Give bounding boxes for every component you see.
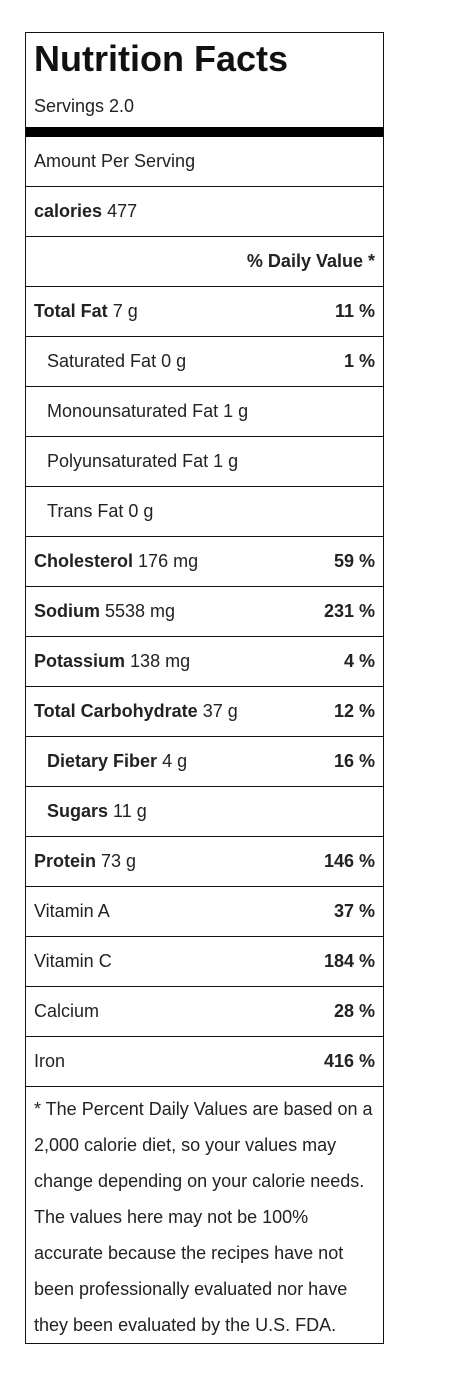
- nutrient-amount: 138 mg: [130, 651, 191, 671]
- nutrient-pct: 231 %: [323, 601, 375, 621]
- nutrient-amount: 1 g: [213, 451, 239, 471]
- nutrient-row-trans-fat: Trans Fat 0 g: [26, 487, 383, 537]
- nutrient-name: Sodium: [34, 601, 100, 621]
- nutrient-name: Trans Fat: [47, 501, 124, 521]
- vitamin-pct: 416 %: [323, 1051, 375, 1071]
- nutrient-row-protein: Protein 73 g 146 %: [26, 837, 383, 887]
- nutrient-name: Cholesterol: [34, 551, 134, 571]
- vitamin-pct: 184 %: [323, 951, 375, 971]
- daily-value-header: % Daily Value *: [246, 251, 375, 271]
- nutrient-row-dietary-fiber: Dietary Fiber 4 g 16 %: [26, 737, 383, 787]
- nutrient-name: Potassium: [34, 651, 126, 671]
- amount-per-serving-label: Amount Per Serving: [34, 151, 196, 171]
- nutrient-row-potassium: Potassium 138 mg 4 %: [26, 637, 383, 687]
- calories-row: calories 477: [26, 187, 383, 237]
- servings-text: Servings 2.0: [34, 96, 135, 116]
- nutrient-name: Total Carbohydrate: [34, 701, 198, 721]
- nutrient-amount: 176 mg: [138, 551, 199, 571]
- vitamin-name: Iron: [34, 1051, 66, 1071]
- nutrient-pct: 16 %: [333, 751, 375, 771]
- nutrient-row-monounsaturated-fat: Monounsaturated Fat 1 g: [26, 387, 383, 437]
- nutrient-amount: 0 g: [161, 351, 187, 371]
- nutrient-amount: 4 g: [162, 751, 188, 771]
- calories-text: calories 477: [34, 201, 137, 222]
- nutrient-name: Saturated Fat: [47, 351, 157, 371]
- nutrient-pct: 12 %: [333, 701, 375, 721]
- nutrient-amount: 5538 mg: [105, 601, 176, 621]
- nutrient-pct: 146 %: [323, 851, 375, 871]
- nutrient-row-sugars: Sugars 11 g: [26, 787, 383, 837]
- amount-per-serving-row: Amount Per Serving: [26, 137, 383, 187]
- vitamin-row-iron: Iron 416 %: [26, 1037, 383, 1086]
- nutrient-pct: 11 %: [334, 301, 375, 321]
- calories-label: calories: [34, 201, 103, 221]
- vitamin-pct: 28 %: [333, 1001, 375, 1021]
- nutrient-pct: 4 %: [343, 651, 375, 671]
- nutrient-name: Sugars: [47, 801, 109, 821]
- nutrient-row-cholesterol: Cholesterol 176 mg 59 %: [26, 537, 383, 587]
- nutrition-label: Nutrition Facts Servings 2.0 Amount Per …: [25, 32, 384, 1344]
- nutrient-amount: 1 g: [223, 401, 249, 421]
- vitamin-name: Calcium: [34, 1001, 100, 1021]
- nutrient-name: Total Fat: [34, 301, 108, 321]
- nutrient-amount: 0 g: [128, 501, 154, 521]
- nutrient-row-saturated-fat: Saturated Fat 0 g 1 %: [26, 337, 383, 387]
- footnote: * The Percent Daily Values are based on …: [26, 1086, 383, 1343]
- nutrient-amount: 73 g: [101, 851, 137, 871]
- nutrient-row-total-fat: Total Fat 7 g 11 %: [26, 287, 383, 337]
- vitamin-row-vitamin-c: Vitamin C 184 %: [26, 937, 383, 987]
- vitamin-pct: 37 %: [333, 901, 375, 921]
- nutrient-amount: 11 g: [113, 801, 147, 821]
- nutrient-row-polyunsaturated-fat: Polyunsaturated Fat 1 g: [26, 437, 383, 487]
- vitamin-name: Vitamin C: [34, 951, 112, 971]
- nutrient-pct: 1 %: [343, 351, 375, 371]
- vitamin-row-calcium: Calcium 28 %: [26, 987, 383, 1037]
- nutrient-amount: 7 g: [112, 301, 138, 321]
- nutrient-name: Polyunsaturated Fat: [47, 451, 209, 471]
- nutrient-name: Protein: [34, 851, 97, 871]
- vitamin-row-vitamin-a: Vitamin A 37 %: [26, 887, 383, 937]
- daily-value-header-row: % Daily Value *: [26, 237, 383, 287]
- nutrient-pct: 59 %: [333, 551, 375, 571]
- calories-value: 477: [107, 201, 138, 221]
- vitamin-name: Vitamin A: [34, 901, 110, 921]
- nutrient-name: Monounsaturated Fat: [47, 401, 219, 421]
- nutrient-row-sodium: Sodium 5538 mg 231 %: [26, 587, 383, 637]
- nutrient-name: Dietary Fiber: [47, 751, 158, 771]
- thick-divider: [26, 127, 383, 137]
- label-title: Nutrition Facts: [34, 38, 289, 79]
- nutrient-row-total-carbohydrate: Total Carbohydrate 37 g 12 %: [26, 687, 383, 737]
- nutrient-amount: 37 g: [202, 701, 238, 721]
